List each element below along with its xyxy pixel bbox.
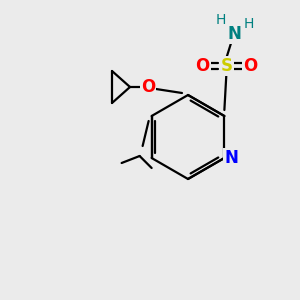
Text: N: N — [227, 25, 241, 43]
Text: O: O — [195, 57, 209, 75]
Text: O: O — [243, 57, 257, 75]
Text: O: O — [141, 78, 155, 96]
Text: N: N — [224, 149, 238, 167]
Text: H: H — [215, 13, 226, 27]
Text: S: S — [220, 57, 232, 75]
Text: H: H — [243, 17, 254, 31]
